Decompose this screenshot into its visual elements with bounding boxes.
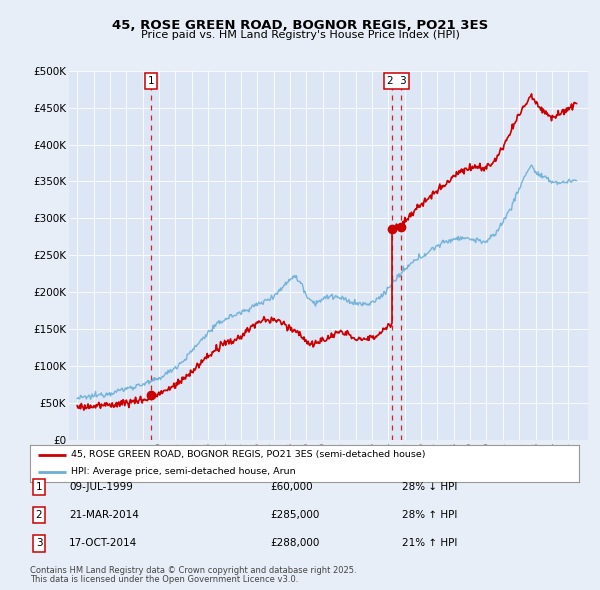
Text: This data is licensed under the Open Government Licence v3.0.: This data is licensed under the Open Gov… xyxy=(30,575,298,584)
Text: £288,000: £288,000 xyxy=(270,539,319,548)
Text: 3: 3 xyxy=(35,539,43,548)
Text: £60,000: £60,000 xyxy=(270,482,313,491)
Text: 45, ROSE GREEN ROAD, BOGNOR REGIS, PO21 3ES (semi-detached house): 45, ROSE GREEN ROAD, BOGNOR REGIS, PO21 … xyxy=(71,450,425,460)
Text: 45, ROSE GREEN ROAD, BOGNOR REGIS, PO21 3ES: 45, ROSE GREEN ROAD, BOGNOR REGIS, PO21 … xyxy=(112,19,488,32)
Text: 21% ↑ HPI: 21% ↑ HPI xyxy=(402,539,457,548)
Text: HPI: Average price, semi-detached house, Arun: HPI: Average price, semi-detached house,… xyxy=(71,467,296,477)
Text: Contains HM Land Registry data © Crown copyright and database right 2025.: Contains HM Land Registry data © Crown c… xyxy=(30,566,356,575)
Text: 17-OCT-2014: 17-OCT-2014 xyxy=(69,539,137,548)
Text: Price paid vs. HM Land Registry's House Price Index (HPI): Price paid vs. HM Land Registry's House … xyxy=(140,30,460,40)
Text: 28% ↓ HPI: 28% ↓ HPI xyxy=(402,482,457,491)
Text: 09-JUL-1999: 09-JUL-1999 xyxy=(69,482,133,491)
Text: 1: 1 xyxy=(148,76,155,86)
Text: 2: 2 xyxy=(35,510,43,520)
Text: 2  3: 2 3 xyxy=(387,76,406,86)
Text: 21-MAR-2014: 21-MAR-2014 xyxy=(69,510,139,520)
Text: 28% ↑ HPI: 28% ↑ HPI xyxy=(402,510,457,520)
Text: 1: 1 xyxy=(35,482,43,491)
Text: £285,000: £285,000 xyxy=(270,510,319,520)
